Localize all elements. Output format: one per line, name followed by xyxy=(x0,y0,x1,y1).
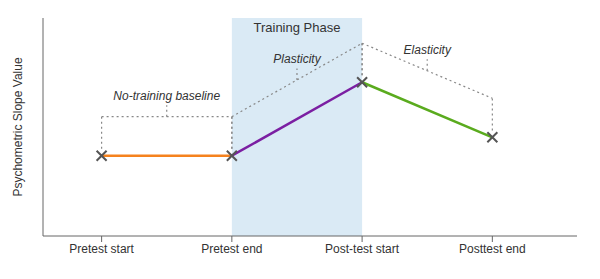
svg-text:Post-test start: Post-test start xyxy=(325,242,400,256)
svg-text:Elasticity: Elasticity xyxy=(404,43,452,57)
svg-text:No-training baseline: No-training baseline xyxy=(113,89,220,103)
svg-text:Plasticity: Plasticity xyxy=(273,52,321,66)
svg-text:Psychometric Slope Value: Psychometric Slope Value xyxy=(11,57,25,197)
svg-text:Posttest end: Posttest end xyxy=(459,242,526,256)
svg-text:Pretest start: Pretest start xyxy=(69,242,134,256)
svg-text:Training Phase: Training Phase xyxy=(253,20,340,35)
svg-text:Pretest end: Pretest end xyxy=(201,242,262,256)
